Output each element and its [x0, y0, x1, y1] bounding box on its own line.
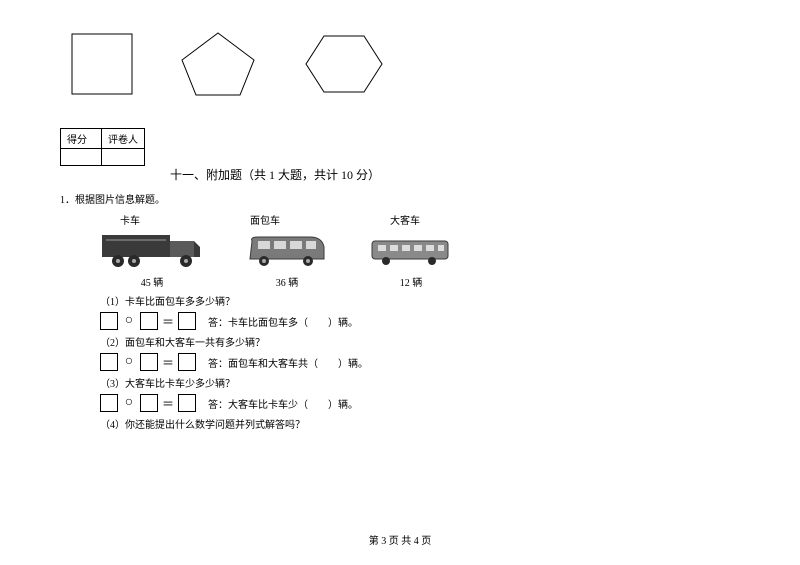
equals-sign: ＝ [162, 395, 174, 412]
blank-box[interactable] [140, 353, 158, 371]
blank-box[interactable] [140, 312, 158, 330]
bus-block: 12 辆 [370, 239, 452, 289]
truck-block: 45 辆 [100, 231, 204, 289]
score-table: 得分 评卷人 [60, 128, 145, 166]
minibus-count: 36 辆 [244, 274, 330, 289]
blank-box[interactable] [178, 353, 196, 371]
equals-sign: ＝ [162, 313, 174, 330]
subq2-answer: 答：面包车和大客车共（ ）辆。 [208, 355, 368, 370]
minibus-label: 面包车 [250, 212, 280, 227]
blank-box[interactable] [140, 394, 158, 412]
blank-box[interactable] [100, 312, 118, 330]
subq3-answer: 答：大客车比卡车少（ ）辆。 [208, 396, 358, 411]
minibus-block: 36 辆 [244, 233, 330, 289]
blank-box[interactable] [178, 394, 196, 412]
subq4-text: （4）你还能提出什么数学问题并列式解答吗？ [100, 418, 740, 433]
hexagon-shape [302, 32, 386, 96]
score-col1: 得分 [61, 129, 102, 149]
square-shape [70, 32, 134, 96]
score-blank1 [61, 149, 102, 166]
exam-page: 得分 评卷人 十一、附加题（共 1 大题，共计 10 分） 1．根据图片信息解题… [0, 0, 800, 565]
equals-sign: ＝ [162, 354, 174, 371]
section-title: 十一、附加题（共 1 大题，共计 10 分） [170, 166, 740, 183]
truck-count: 45 辆 [100, 274, 204, 289]
subq1-equation: ○ ＝ 答：卡车比面包车多（ ）辆。 [100, 312, 740, 330]
vehicle-labels-row: 卡车 面包车 大客车 [120, 212, 740, 227]
truck-icon [100, 231, 204, 269]
subq1-text: （1）卡车比面包车多多少辆？ [100, 295, 740, 310]
score-blank2 [102, 149, 145, 166]
blank-box[interactable] [100, 353, 118, 371]
subq2-text: （2）面包车和大客车一共有多少辆？ [100, 336, 740, 351]
subq3-equation: ○ ＝ 答：大客车比卡车少（ ）辆。 [100, 394, 740, 412]
bus-icon [370, 239, 452, 269]
vehicle-icons-row: 45 辆 36 辆 [100, 231, 740, 289]
blank-box[interactable] [178, 312, 196, 330]
operator-slot[interactable]: ○ [122, 394, 136, 412]
page-footer: 第 3 页 共 4 页 [0, 532, 800, 547]
operator-slot[interactable]: ○ [122, 353, 136, 371]
score-col2: 评卷人 [102, 129, 145, 149]
bus-label: 大客车 [390, 212, 420, 227]
blank-box[interactable] [100, 394, 118, 412]
subq1-answer: 答：卡车比面包车多（ ）辆。 [208, 314, 358, 329]
shapes-row [70, 30, 740, 98]
bus-count: 12 辆 [370, 274, 452, 289]
question-intro: 1．根据图片信息解题。 [60, 191, 740, 206]
truck-label: 卡车 [120, 212, 140, 227]
pentagon-shape [178, 30, 258, 98]
minibus-icon [244, 233, 330, 269]
subq3-text: （3）大客车比卡车少多少辆？ [100, 377, 740, 392]
operator-slot[interactable]: ○ [122, 312, 136, 330]
subq2-equation: ○ ＝ 答：面包车和大客车共（ ）辆。 [100, 353, 740, 371]
